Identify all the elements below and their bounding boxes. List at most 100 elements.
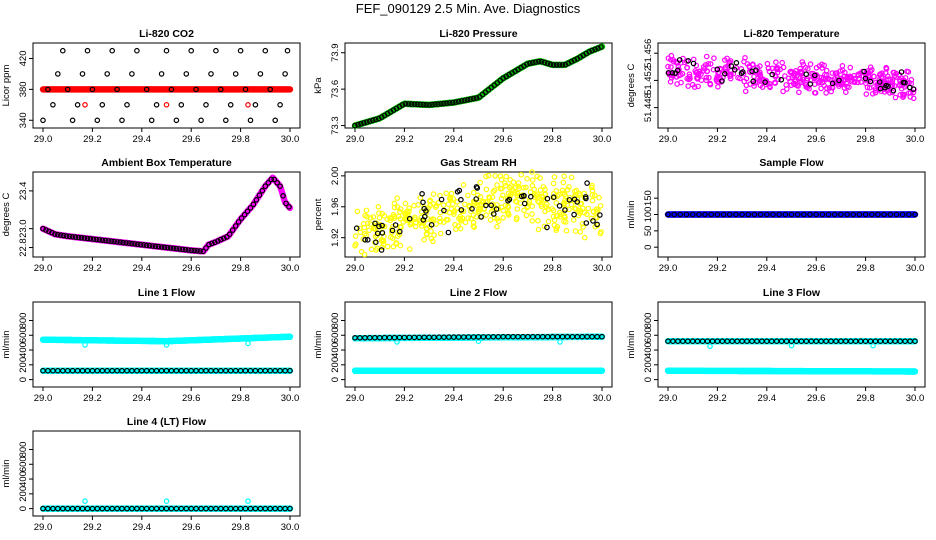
data-point: [524, 175, 530, 182]
data-point: [286, 204, 294, 212]
x-tick-label: 30.0: [593, 263, 612, 274]
y-axis-label: ml/min: [626, 331, 637, 359]
x-tick-label: 29.6: [182, 393, 201, 404]
data-point: [79, 71, 86, 77]
data-point: [560, 179, 567, 186]
y-tick-label: 400: [330, 342, 341, 358]
data-point: [396, 209, 403, 215]
data-point: [218, 86, 224, 93]
y-tick-label: 51.456: [643, 39, 654, 68]
series-1: [39, 174, 294, 255]
data-point: [272, 117, 279, 124]
data-point: [353, 225, 360, 232]
x-tick-label: 30.0: [593, 393, 612, 404]
data-point: [245, 340, 251, 347]
data-point: [59, 47, 66, 54]
data-point: [104, 71, 111, 77]
data-point: [445, 229, 452, 236]
x-tick-label: 29.4: [445, 393, 464, 404]
x-tick-label: 29.4: [445, 134, 464, 145]
data-point: [863, 91, 870, 97]
data-point: [394, 195, 401, 201]
data-point: [500, 215, 507, 221]
plot-frame: [344, 301, 613, 388]
data-point: [252, 102, 259, 108]
data-point: [40, 117, 46, 124]
x-tick-label: 29.0: [34, 263, 53, 274]
data-point: [598, 367, 606, 374]
data-point: [796, 89, 802, 96]
x-tick-label: 29.4: [758, 393, 777, 404]
y-tick-label: 100: [643, 207, 654, 223]
data-point: [545, 218, 552, 225]
data-point: [227, 102, 234, 108]
data-point: [247, 117, 254, 124]
y-tick-label: 0: [18, 377, 29, 382]
x-tick-label: 29.4: [133, 393, 152, 404]
data-point: [257, 71, 264, 77]
series-2: [40, 176, 292, 255]
data-point: [262, 47, 269, 54]
data-point: [568, 174, 575, 181]
y-tick-label: 23.4: [18, 182, 29, 201]
data-point: [597, 203, 604, 209]
plot-frame: [344, 42, 613, 129]
data-point: [242, 86, 249, 93]
plot-frame: [32, 301, 301, 388]
y-tick-label: 0: [643, 377, 654, 382]
panel-title: Li-820 Temperature: [743, 28, 839, 40]
data-point: [529, 177, 536, 183]
x-tick-label: 29.4: [758, 263, 777, 274]
y-axis-label: ml/min: [313, 331, 324, 359]
data-point: [742, 88, 749, 95]
x-tick-label: 29.6: [807, 393, 826, 404]
data-point: [420, 199, 426, 206]
y-tick-label: 51.452: [643, 66, 654, 95]
data-point: [780, 88, 786, 95]
x-tick-label: 29.6: [807, 134, 826, 145]
data-point: [193, 86, 199, 93]
y-axis-label: Licor ppm: [1, 65, 12, 107]
y-tick-label: 22.8: [18, 238, 29, 256]
data-point: [109, 47, 116, 54]
data-point: [223, 117, 229, 124]
y-tick-label: 600: [643, 327, 654, 343]
x-tick-label: 29.8: [856, 134, 875, 145]
data-point: [464, 192, 471, 199]
data-point: [514, 206, 521, 212]
x-tick-label: 29.8: [856, 393, 875, 404]
data-point: [89, 86, 96, 93]
data-point: [462, 219, 469, 226]
series-1: [351, 367, 606, 374]
y-tick-label: 51.448: [643, 93, 654, 122]
data-point: [892, 94, 899, 101]
y-tick-label: 800: [18, 313, 29, 329]
x-tick-label: 29.4: [133, 134, 152, 145]
x-tick-label: 29.8: [231, 263, 250, 274]
data-point: [703, 53, 710, 60]
x-tick-label: 30.0: [906, 134, 925, 145]
data-point: [483, 212, 490, 218]
data-point: [568, 201, 575, 208]
x-tick-label: 29.8: [856, 263, 875, 274]
data-point: [402, 200, 409, 207]
x-tick-label: 29.4: [758, 134, 777, 145]
x-tick-label: 29.8: [543, 263, 562, 274]
plot-frame: [32, 42, 301, 129]
data-point: [597, 212, 603, 218]
data-point: [494, 223, 500, 230]
data-point: [803, 71, 810, 78]
data-point: [535, 226, 542, 233]
x-tick-label: 29.6: [494, 134, 513, 145]
data-point: [168, 86, 175, 93]
data-point: [64, 86, 71, 93]
data-point: [589, 197, 596, 204]
data-point: [711, 55, 717, 62]
y-tick-label: 600: [18, 327, 29, 343]
data-point: [45, 86, 51, 93]
data-point: [50, 102, 56, 108]
x-tick-label: 29.0: [346, 393, 365, 404]
